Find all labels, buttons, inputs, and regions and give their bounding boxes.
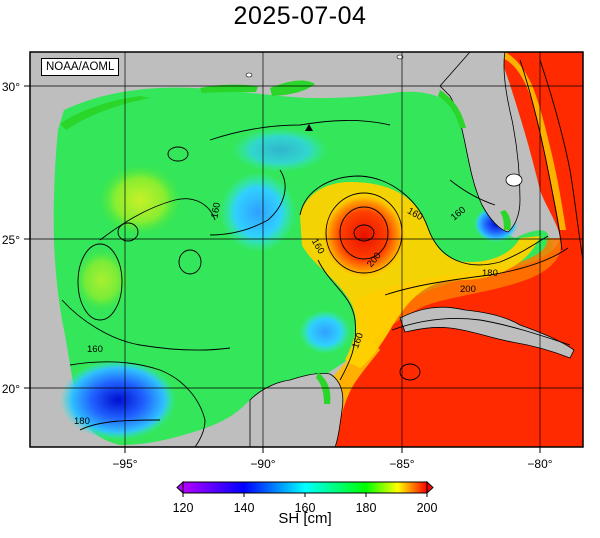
lon-label-95: −95° <box>112 457 137 471</box>
contour-label: 160 <box>209 202 223 220</box>
florida-current-band <box>498 52 566 230</box>
tick-marks <box>24 85 541 453</box>
cold-eddy-north <box>232 128 328 172</box>
lat-label-20: 20° <box>2 382 20 396</box>
island-small <box>245 72 253 78</box>
contour-label: 160 <box>350 331 366 350</box>
colorbar: 120 140 160 180 200 <box>173 480 438 515</box>
contour-label: 180 <box>74 416 90 427</box>
cold-eddy-south <box>299 310 351 354</box>
map-frame <box>29 51 584 448</box>
warm-area-southwest <box>74 248 130 312</box>
colorbar-gradient <box>182 481 428 494</box>
colorbar-min-arrow <box>176 480 184 495</box>
credit-label: NOAA/AOML <box>41 58 120 76</box>
island-small <box>396 54 404 60</box>
lat-label-25: 25° <box>2 233 20 247</box>
buoy-marker <box>305 124 313 131</box>
contour-label: 200 <box>460 284 476 295</box>
island-bahamas <box>505 173 523 187</box>
colorbar-title: SH [cm] <box>278 510 332 527</box>
colorbar-max-arrow <box>426 480 434 495</box>
coast-vegetation <box>60 80 511 404</box>
warm-area-west <box>98 164 182 236</box>
colorbar-tick-120: 120 <box>173 501 194 515</box>
cold-eddy-central <box>220 172 296 252</box>
map-title: 2025-07-04 <box>233 2 367 30</box>
lon-label-90: −90° <box>250 457 275 471</box>
contour-lines <box>61 59 583 447</box>
colorbar-tick-200: 200 <box>417 501 438 515</box>
cold-eddy-west <box>60 360 176 440</box>
colorbar-tick-160: 160 <box>295 501 316 515</box>
yucatan <box>249 372 344 447</box>
contour-label: 180 <box>482 268 498 279</box>
lon-label-85: −85° <box>389 457 414 471</box>
colorbar-tick-180: 180 <box>356 501 377 515</box>
colorbar-tick-140: 140 <box>234 501 255 515</box>
warm-eddy <box>320 192 408 280</box>
lat-label-30: 30° <box>2 80 20 94</box>
gulf-water <box>53 87 553 446</box>
cuba <box>399 306 575 359</box>
contour-label: 160 <box>87 344 103 355</box>
graticule <box>30 52 583 447</box>
lon-label-80: −80° <box>527 457 552 471</box>
florida-peninsula <box>439 52 521 233</box>
